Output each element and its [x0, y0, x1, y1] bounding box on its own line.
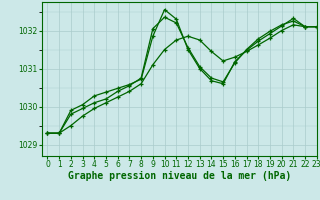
X-axis label: Graphe pression niveau de la mer (hPa): Graphe pression niveau de la mer (hPa)	[68, 171, 291, 181]
